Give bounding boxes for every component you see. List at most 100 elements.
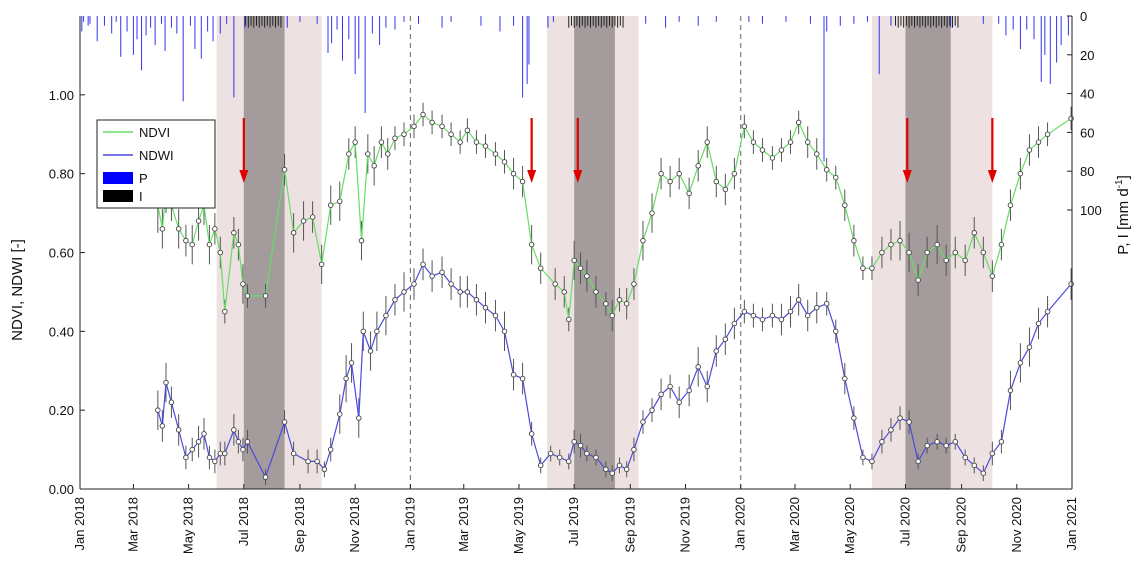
ndvi-point-67 xyxy=(695,163,701,169)
ndvi-point-63 xyxy=(658,170,664,177)
ndwi-point-63 xyxy=(658,391,664,398)
ndvi-point-96 xyxy=(962,257,968,264)
ndwi-point-48 xyxy=(537,462,544,469)
ndvi-point-41 xyxy=(473,139,480,145)
ndvi-point-13 xyxy=(231,230,237,236)
ndwi-point-47 xyxy=(528,431,535,437)
ndvi-point-65 xyxy=(676,170,682,177)
ndwi-point-101 xyxy=(1007,387,1014,394)
x-tick-label-2: May 2018 xyxy=(181,497,196,554)
ndwi-point-11 xyxy=(217,450,224,457)
ndwi-point-14 xyxy=(235,438,242,445)
ndwi-point-106 xyxy=(1068,281,1074,287)
x-tick-label-10: Sep 2019 xyxy=(622,497,637,553)
ndvi-point-85 xyxy=(860,265,866,272)
ndvi-point-19 xyxy=(290,230,297,236)
ndwi-point-77 xyxy=(787,308,794,315)
ndvi-point-93 xyxy=(934,241,940,248)
ndwi-point-86 xyxy=(869,458,875,465)
ndwi-point-53 xyxy=(577,442,584,449)
ndwi-point-61 xyxy=(640,419,646,425)
ndwi-point-96 xyxy=(962,454,968,461)
y2-tick-label-4: 80 xyxy=(1080,164,1094,179)
ndvi-point-28 xyxy=(365,151,371,157)
ndvi-point-36 xyxy=(429,119,435,126)
ndvi-point-38 xyxy=(448,131,454,137)
ndwi-point-9 xyxy=(206,454,213,461)
ndvi-point-81 xyxy=(823,166,830,173)
x-tick-label-9: Jul 2019 xyxy=(566,497,581,546)
ndwi-point-13 xyxy=(231,427,237,433)
ndwi-point-24 xyxy=(337,411,343,417)
ndwi-point-31 xyxy=(383,312,389,319)
ndvi-point-5 xyxy=(183,237,189,244)
ndwi-point-88 xyxy=(888,427,894,433)
x-tick-label-16: Sep 2020 xyxy=(954,497,969,553)
ndvi-point-44 xyxy=(501,159,508,165)
ndvi-point-83 xyxy=(842,202,848,208)
legend-label-p: P xyxy=(139,171,148,186)
event-arrow-head-3 xyxy=(902,170,912,183)
precipitation-bars xyxy=(81,16,1069,162)
ndvi-point-79 xyxy=(804,139,811,145)
ndwi-point-81 xyxy=(823,300,830,307)
ndwi-point-12 xyxy=(222,450,228,457)
ndwi-point-38 xyxy=(448,281,454,287)
ndwi-point-23 xyxy=(327,446,334,453)
ndwi-point-95 xyxy=(952,438,958,445)
ndwi-point-94 xyxy=(943,442,949,449)
ndvi-point-56 xyxy=(603,300,609,307)
ndvi-point-98 xyxy=(980,249,987,256)
ndvi-point-37 xyxy=(439,123,445,130)
ndwi-point-19 xyxy=(290,450,297,457)
ndwi-point-99 xyxy=(989,450,996,457)
ndvi-point-52 xyxy=(571,257,577,264)
ndvi-point-21 xyxy=(309,214,316,220)
ndwi-point-8 xyxy=(201,431,207,437)
y-axis-title: NDVI, NDWI [-] xyxy=(9,239,26,341)
ndwi-point-103 xyxy=(1026,344,1033,350)
ndwi-point-1 xyxy=(159,423,166,429)
legend-label-ndvi: NDVI xyxy=(139,125,170,140)
ndwi-point-92 xyxy=(924,442,930,449)
ndvi-point-59 xyxy=(623,300,630,307)
series-markers xyxy=(155,111,1074,480)
ndwi-point-29 xyxy=(367,348,374,354)
ndwi-point-80 xyxy=(814,304,820,311)
ndvi-point-35 xyxy=(420,111,426,118)
ndvi-point-15 xyxy=(240,281,246,287)
x-tick-label-7: Mar 2019 xyxy=(456,497,471,552)
ndwi-point-100 xyxy=(998,438,1005,445)
ndvi-point-40 xyxy=(464,127,471,134)
ndwi-point-43 xyxy=(492,312,499,319)
ndvi-point-51 xyxy=(566,316,572,323)
ndvi-point-73 xyxy=(750,139,757,145)
ndvi-point-17 xyxy=(262,293,269,299)
year-boundary-lines xyxy=(409,16,742,489)
ndvi-point-48 xyxy=(537,265,544,272)
ndwi-point-59 xyxy=(623,466,630,473)
ndvi-point-20 xyxy=(300,218,307,224)
irrigation-bars xyxy=(245,16,959,28)
ndwi-point-65 xyxy=(676,399,682,406)
ndvi-point-4 xyxy=(175,226,182,232)
ndwi-point-64 xyxy=(667,383,673,390)
ndvi-point-92 xyxy=(924,249,930,256)
ndvi-point-97 xyxy=(971,230,977,236)
y-tick-label-5: 1.00 xyxy=(49,88,74,103)
y2-tick-label-2: 40 xyxy=(1080,87,1094,102)
ndwi-point-17 xyxy=(262,474,269,480)
ndwi-point-40 xyxy=(464,289,471,295)
ndwi-point-36 xyxy=(429,273,435,279)
ndvi-point-53 xyxy=(577,265,584,272)
ndwi-point-30 xyxy=(374,328,380,335)
x-tick-label-18: Jan 2021 xyxy=(1064,497,1079,551)
event-arrow-head-1 xyxy=(527,170,537,183)
ndvi-point-14 xyxy=(235,241,242,248)
ndwi-point-60 xyxy=(631,446,637,453)
ndwi-point-54 xyxy=(584,450,590,457)
ndwi-point-67 xyxy=(695,364,701,370)
ndwi-point-0 xyxy=(155,407,161,413)
ndvi-point-22 xyxy=(318,261,325,268)
ndwi-point-84 xyxy=(851,415,857,421)
